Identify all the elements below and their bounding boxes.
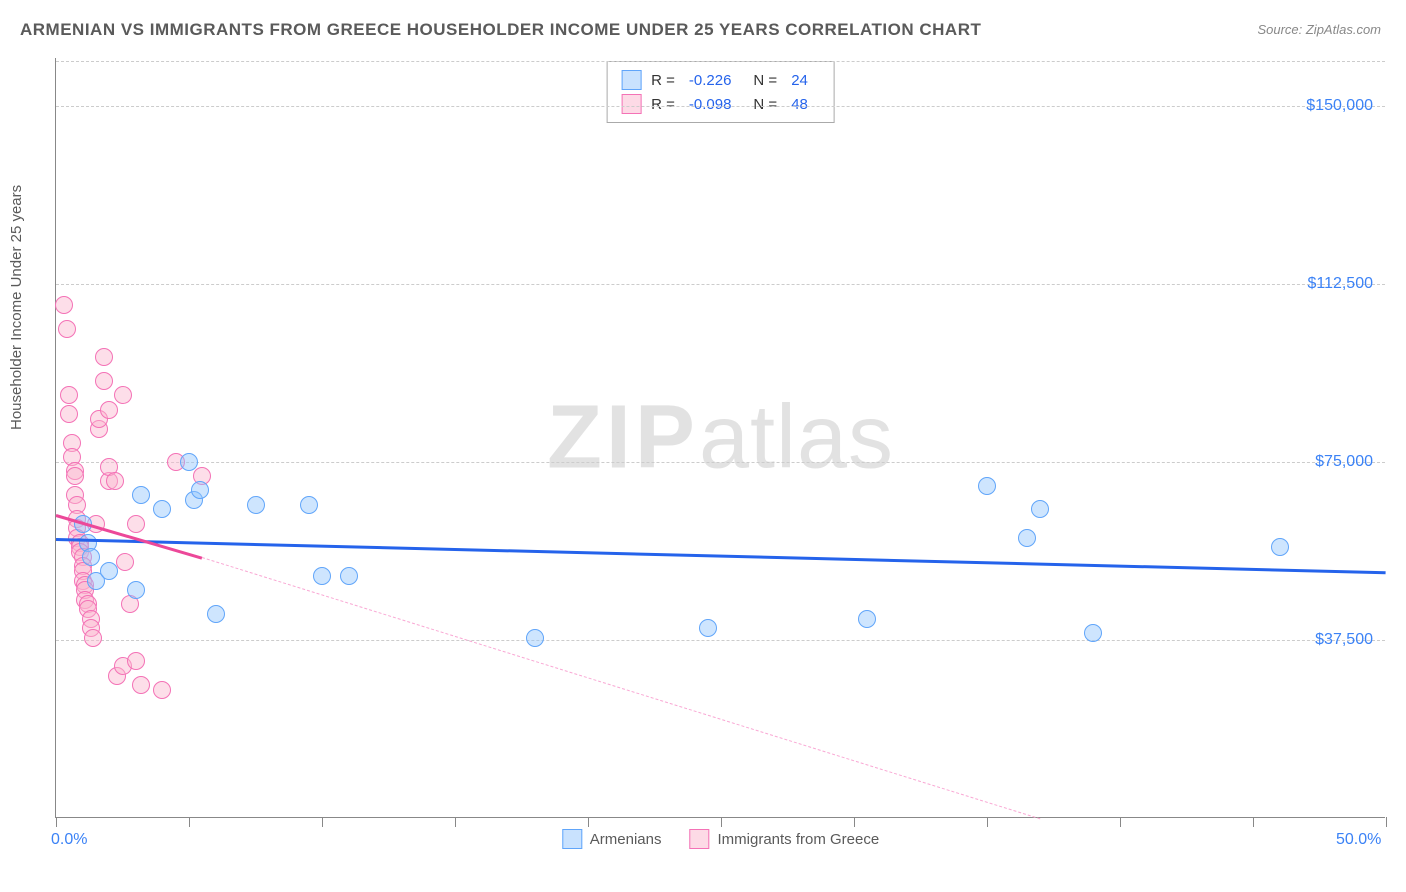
x-tick [588,817,589,827]
data-point [127,515,145,533]
x-tick [1253,817,1254,827]
data-point [66,467,84,485]
data-point [116,553,134,571]
trend-line [202,557,1040,819]
x-tick [1386,817,1387,827]
swatch-icon [562,829,582,849]
data-point [340,567,358,585]
legend: Armenians Immigrants from Greece [562,829,879,849]
source-label: Source: ZipAtlas.com [1257,22,1381,37]
x-tick [56,817,57,827]
r-label: R = [651,96,675,113]
r-label: R = [651,72,675,89]
data-point [132,676,150,694]
y-tick-label: $75,000 [1315,453,1373,471]
data-point [1084,624,1102,642]
data-point [207,605,225,623]
legend-label: Armenians [590,831,662,848]
stats-box: R = -0.226 N = 24 R = -0.098 N = 48 [606,61,835,123]
data-point [95,348,113,366]
data-point [191,481,209,499]
data-point [247,496,265,514]
trend-line [56,538,1386,574]
data-point [127,581,145,599]
data-point [1271,538,1289,556]
swatch-icon [621,70,641,90]
x-tick [987,817,988,827]
data-point [153,500,171,518]
x-tick [322,817,323,827]
data-point [127,652,145,670]
data-point [699,619,717,637]
y-axis-label: Householder Income Under 25 years [8,185,25,430]
gridline [56,640,1385,641]
x-tick [189,817,190,827]
data-point [313,567,331,585]
data-point [114,386,132,404]
data-point [526,629,544,647]
r-value: -0.098 [689,96,732,113]
data-point [100,401,118,419]
data-point [84,629,102,647]
n-value: 24 [791,72,808,89]
data-point [1031,500,1049,518]
y-tick-label: $37,500 [1315,631,1373,649]
swatch-icon [689,829,709,849]
x-tick-label: 0.0% [51,831,87,849]
r-value: -0.226 [689,72,732,89]
chart-container: { "title": "ARMENIAN VS IMMIGRANTS FROM … [0,0,1406,892]
x-tick [721,817,722,827]
watermark: ZIPatlas [547,386,894,489]
data-point [300,496,318,514]
legend-label: Immigrants from Greece [717,831,879,848]
x-tick-label: 50.0% [1336,831,1381,849]
x-tick [455,817,456,827]
x-tick [854,817,855,827]
data-point [978,477,996,495]
y-tick-label: $112,500 [1307,275,1373,293]
y-tick-label: $150,000 [1306,97,1373,115]
data-point [132,486,150,504]
watermark-light: atlas [699,387,894,487]
swatch-icon [621,94,641,114]
data-point [1018,529,1036,547]
n-label: N = [753,72,777,89]
data-point [82,548,100,566]
gridline [56,462,1385,463]
x-tick [1120,817,1121,827]
n-value: 48 [791,96,808,113]
data-point [153,681,171,699]
data-point [60,405,78,423]
data-point [858,610,876,628]
legend-item: Armenians [562,829,662,849]
data-point [95,372,113,390]
gridline [56,106,1385,107]
data-point [60,386,78,404]
data-point [180,453,198,471]
chart-title: ARMENIAN VS IMMIGRANTS FROM GREECE HOUSE… [20,20,981,40]
stats-row: R = -0.098 N = 48 [621,92,820,116]
data-point [106,472,124,490]
stats-row: R = -0.226 N = 24 [621,68,820,92]
data-point [55,296,73,314]
gridline [56,284,1385,285]
gridline [56,61,1385,62]
legend-item: Immigrants from Greece [689,829,879,849]
n-label: N = [753,96,777,113]
data-point [58,320,76,338]
data-point [100,562,118,580]
watermark-bold: ZIP [547,387,699,487]
plot-area: ZIPatlas R = -0.226 N = 24 R = -0.098 N … [55,58,1385,818]
